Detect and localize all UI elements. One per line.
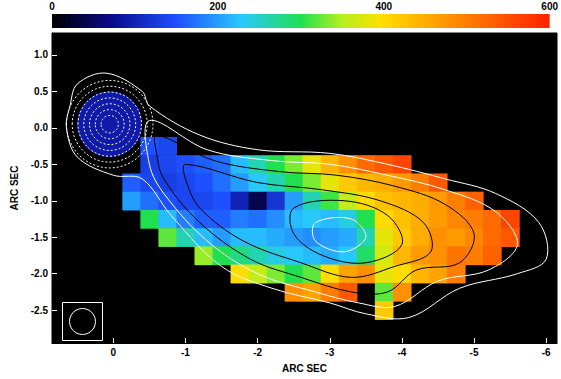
svg-text:-2: -2: [253, 347, 262, 358]
svg-text:0.0: 0.0: [34, 122, 48, 133]
svg-text:-4: -4: [397, 347, 406, 358]
svg-text:0: 0: [49, 1, 55, 12]
svg-text:-3: -3: [325, 347, 334, 358]
svg-text:200: 200: [210, 1, 227, 12]
svg-text:ARC SEC: ARC SEC: [9, 165, 20, 210]
svg-text:-0.5: -0.5: [31, 159, 49, 170]
svg-text:-6: -6: [542, 347, 551, 358]
svg-text:0.5: 0.5: [34, 86, 48, 97]
svg-text:-5: -5: [470, 347, 479, 358]
svg-text:0: 0: [111, 347, 117, 358]
svg-text:-2.5: -2.5: [31, 305, 49, 316]
svg-text:-2.0: -2.0: [31, 268, 49, 279]
svg-text:-1.0: -1.0: [31, 195, 49, 206]
svg-text:-1: -1: [181, 347, 190, 358]
svg-text:400: 400: [375, 1, 392, 12]
svg-text:-1.5: -1.5: [31, 232, 49, 243]
svg-text:1.0: 1.0: [34, 49, 48, 60]
svg-text:ARC SEC: ARC SEC: [282, 363, 327, 374]
svg-text:600: 600: [541, 1, 558, 12]
